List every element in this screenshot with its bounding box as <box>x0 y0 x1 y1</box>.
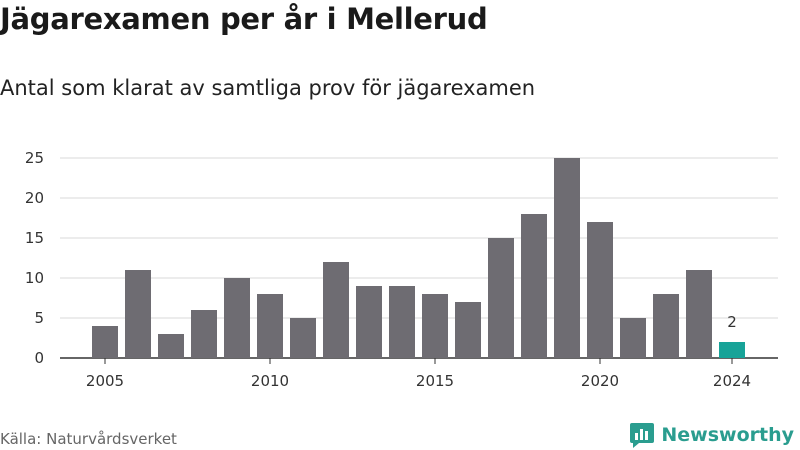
bar <box>257 294 283 358</box>
y-tick-label: 0 <box>34 349 44 367</box>
y-tick-label: 25 <box>25 149 44 167</box>
y-tick-label: 20 <box>25 189 44 207</box>
bar <box>92 326 118 358</box>
x-tick-label: 2024 <box>713 372 751 390</box>
source-note: Källa: Naturvårdsverket <box>0 430 177 448</box>
brand-logo: Newsworthy <box>629 420 794 450</box>
y-tick-label: 10 <box>25 269 44 287</box>
x-axis-ticks: 2005 2010 2015 2020 2024 <box>86 358 751 390</box>
bar <box>620 318 646 358</box>
bar <box>389 286 415 358</box>
bar <box>191 310 217 358</box>
newsworthy-logo-icon <box>630 423 655 448</box>
bar <box>521 214 547 358</box>
bar <box>290 318 316 358</box>
x-tick-label: 2010 <box>251 372 289 390</box>
y-tick-label: 15 <box>25 229 44 247</box>
bar <box>554 158 580 358</box>
x-tick-label: 2005 <box>86 372 124 390</box>
y-axis-ticks: 0 5 10 15 20 25 <box>25 149 44 367</box>
bar <box>653 294 679 358</box>
brand-name: Newsworthy <box>661 424 794 446</box>
data-labels: 2 <box>727 313 737 331</box>
bar <box>356 286 382 358</box>
bar <box>224 278 250 358</box>
chart-title: Jägarexamen per år i Mellerud <box>0 2 488 36</box>
bar <box>719 342 745 358</box>
bar <box>422 294 448 358</box>
bar <box>158 334 184 358</box>
y-tick-label: 5 <box>34 309 44 327</box>
x-tick-label: 2015 <box>416 372 454 390</box>
bars <box>92 158 745 358</box>
data-label: 2 <box>727 313 737 331</box>
chart-subtitle: Antal som klarat av samtliga prov för jä… <box>0 76 536 100</box>
bar <box>488 238 514 358</box>
bar <box>587 222 613 358</box>
bar <box>686 270 712 358</box>
bar <box>455 302 481 358</box>
x-tick-label: 2020 <box>581 372 619 390</box>
bar <box>125 270 151 358</box>
bar <box>323 262 349 358</box>
